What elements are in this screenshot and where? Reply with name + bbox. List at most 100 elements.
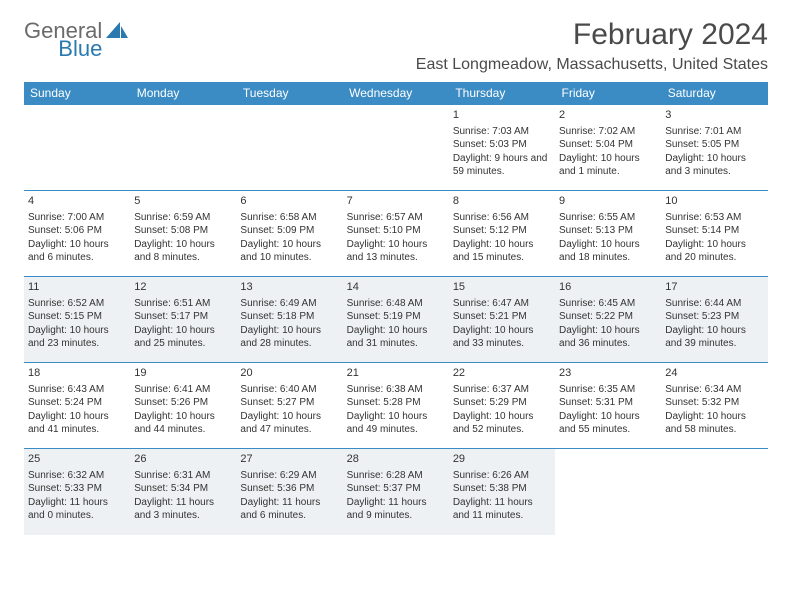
day-detail: Sunset: 5:17 PM	[134, 310, 232, 324]
day-detail: Daylight: 10 hours and 28 minutes.	[240, 324, 338, 351]
day-detail: Sunrise: 6:53 AM	[665, 211, 763, 225]
day-detail: Sunset: 5:19 PM	[347, 310, 445, 324]
day-number: 22	[453, 366, 551, 381]
calendar: SundayMondayTuesdayWednesdayThursdayFrid…	[24, 82, 768, 535]
day-detail: Daylight: 10 hours and 3 minutes.	[665, 152, 763, 179]
day-detail: Daylight: 10 hours and 36 minutes.	[559, 324, 657, 351]
calendar-empty	[236, 105, 342, 191]
day-detail: Sunset: 5:37 PM	[347, 482, 445, 496]
calendar-empty	[661, 449, 767, 535]
logo: General Blue	[24, 18, 176, 44]
calendar-empty	[24, 105, 130, 191]
calendar-row: 18 Sunrise: 6:43 AMSunset: 5:24 PM Dayligh…	[24, 363, 768, 449]
day-detail: Sunrise: 7:00 AM	[28, 211, 126, 225]
day-detail: Sunset: 5:18 PM	[240, 310, 338, 324]
calendar-day: 23Sunrise: 6:35 AMSunset: 5:31 PMDayligh…	[555, 363, 661, 449]
calendar-day: 5Sunrise: 6:59 AMSunset: 5:08 PMDaylight…	[130, 191, 236, 277]
calendar-day: 26Sunrise: 6:31 AMSunset: 5:34 PMDayligh…	[130, 449, 236, 535]
calendar-day: 3Sunrise: 7:01 AMSunset: 5:05 PMDaylight…	[661, 105, 767, 191]
day-detail: Daylight: 10 hours and 31 minutes.	[347, 324, 445, 351]
day-detail: Sunset: 5:32 PM	[665, 396, 763, 410]
day-number: 14	[347, 280, 445, 295]
day-number: 1	[453, 108, 551, 123]
day-number: 3	[665, 108, 763, 123]
day-detail: Daylight: 11 hours and 6 minutes.	[240, 496, 338, 523]
day-detail: Sunset: 5:03 PM	[453, 138, 551, 152]
calendar-empty	[343, 105, 449, 191]
day-number: 21	[347, 366, 445, 381]
day-detail: Daylight: 10 hours and 6 minutes.	[28, 238, 126, 265]
calendar-day: 19Sunrise: 6:41 AMSunset: 5:26 PMDayligh…	[130, 363, 236, 449]
day-number: 24	[665, 366, 763, 381]
day-detail: Sunrise: 6:44 AM	[665, 297, 763, 311]
day-number: 27	[240, 452, 338, 467]
day-number: 18	[28, 366, 126, 381]
calendar-day: 15Sunrise: 6:47 AMSunset: 5:21 PMDayligh…	[449, 277, 555, 363]
day-detail: Sunset: 5:38 PM	[453, 482, 551, 496]
day-detail: Daylight: 10 hours and 23 minutes.	[28, 324, 126, 351]
day-header: Tuesday	[236, 82, 342, 105]
day-header: Sunday	[24, 82, 130, 105]
day-detail: Sunset: 5:14 PM	[665, 224, 763, 238]
day-detail: Daylight: 10 hours and 39 minutes.	[665, 324, 763, 351]
calendar-day: 7Sunrise: 6:57 AMSunset: 5:10 PMDaylight…	[343, 191, 449, 277]
calendar-day: 24Sunrise: 6:34 AMSunset: 5:32 PMDayligh…	[661, 363, 767, 449]
day-detail: Sunrise: 6:38 AM	[347, 383, 445, 397]
day-header: Saturday	[661, 82, 767, 105]
day-number: 11	[28, 280, 126, 295]
day-detail: Sunrise: 6:55 AM	[559, 211, 657, 225]
day-number: 5	[134, 194, 232, 209]
calendar-row: 1Sunrise: 7:03 AMSunset: 5:03 PMDaylight…	[24, 105, 768, 191]
day-detail: Daylight: 10 hours and 13 minutes.	[347, 238, 445, 265]
day-detail: Sunrise: 6:31 AM	[134, 469, 232, 483]
day-detail: Sunset: 5:15 PM	[28, 310, 126, 324]
day-detail: Sunrise: 6:48 AM	[347, 297, 445, 311]
location: East Longmeadow, Massachusetts, United S…	[416, 56, 768, 74]
day-number: 6	[240, 194, 338, 209]
calendar-day: 2Sunrise: 7:02 AMSunset: 5:04 PMDaylight…	[555, 105, 661, 191]
day-detail: Sunset: 5:24 PM	[28, 396, 126, 410]
day-number: 26	[134, 452, 232, 467]
day-detail: Daylight: 10 hours and 47 minutes.	[240, 410, 338, 437]
day-detail: Daylight: 10 hours and 20 minutes.	[665, 238, 763, 265]
day-detail: Sunset: 5:27 PM	[240, 396, 338, 410]
day-detail: Daylight: 10 hours and 44 minutes.	[134, 410, 232, 437]
day-detail: Sunset: 5:13 PM	[559, 224, 657, 238]
day-detail: Daylight: 11 hours and 9 minutes.	[347, 496, 445, 523]
day-detail: Sunrise: 6:56 AM	[453, 211, 551, 225]
day-number: 15	[453, 280, 551, 295]
day-number: 8	[453, 194, 551, 209]
calendar-row: 4Sunrise: 7:00 AMSunset: 5:06 PMDaylight…	[24, 191, 768, 277]
calendar-day: 29Sunrise: 6:26 AMSunset: 5:38 PMDayligh…	[449, 449, 555, 535]
day-detail: Sunrise: 6:28 AM	[347, 469, 445, 483]
day-number: 7	[347, 194, 445, 209]
day-number: 12	[134, 280, 232, 295]
day-detail: Sunset: 5:05 PM	[665, 138, 763, 152]
day-detail: Sunrise: 6:29 AM	[240, 469, 338, 483]
day-detail: Daylight: 10 hours and 55 minutes.	[559, 410, 657, 437]
day-detail: Daylight: 10 hours and 49 minutes.	[347, 410, 445, 437]
calendar-day: 21Sunrise: 6:38 AMSunset: 5:28 PMDayligh…	[343, 363, 449, 449]
day-detail: Daylight: 10 hours and 58 minutes.	[665, 410, 763, 437]
day-detail: Sunrise: 6:35 AM	[559, 383, 657, 397]
day-detail: Sunrise: 6:43 AM	[28, 383, 126, 397]
calendar-day: 1Sunrise: 7:03 AMSunset: 5:03 PMDaylight…	[449, 105, 555, 191]
day-detail: Sunrise: 6:57 AM	[347, 211, 445, 225]
day-header: Wednesday	[343, 82, 449, 105]
day-detail: Sunrise: 6:49 AM	[240, 297, 338, 311]
logo-sail-icon	[106, 20, 128, 43]
day-detail: Sunrise: 6:37 AM	[453, 383, 551, 397]
day-detail: Daylight: 10 hours and 10 minutes.	[240, 238, 338, 265]
calendar-header-row: SundayMondayTuesdayWednesdayThursdayFrid…	[24, 82, 768, 105]
day-header: Monday	[130, 82, 236, 105]
day-number: 17	[665, 280, 763, 295]
day-detail: Sunset: 5:21 PM	[453, 310, 551, 324]
day-number: 13	[240, 280, 338, 295]
day-number: 20	[240, 366, 338, 381]
day-detail: Sunset: 5:26 PM	[134, 396, 232, 410]
day-detail: Sunrise: 6:45 AM	[559, 297, 657, 311]
title-block: February 2024 East Longmeadow, Massachus…	[416, 18, 768, 74]
day-detail: Sunrise: 6:47 AM	[453, 297, 551, 311]
calendar-day: 28Sunrise: 6:28 AMSunset: 5:37 PMDayligh…	[343, 449, 449, 535]
calendar-day: 18Sunrise: 6:43 AMSunset: 5:24 PMDayligh…	[24, 363, 130, 449]
